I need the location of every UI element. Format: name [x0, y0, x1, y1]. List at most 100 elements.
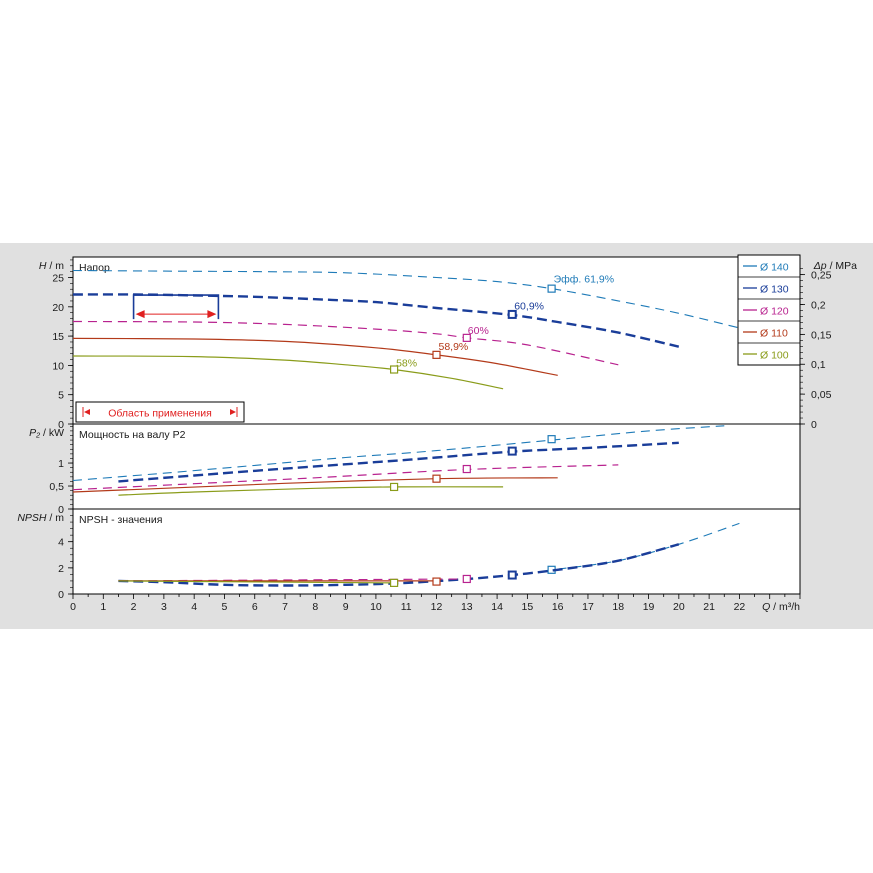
x-axis-label: Q / m³/h: [762, 601, 800, 613]
y-tick-label-head: 15: [52, 331, 64, 343]
bep-marker-head-d140: [547, 284, 556, 293]
y-tick-label-power: 1: [58, 458, 64, 470]
x-tick-label: 14: [491, 601, 503, 613]
bep-marker-head-d130: [507, 309, 517, 319]
bep-marker-power-d140: [547, 435, 556, 444]
legend-label-d110: Ø 110: [760, 328, 788, 340]
x-tick-label: 8: [312, 601, 318, 613]
panel-title-power: Мощность на валу P2: [79, 429, 186, 441]
x-tick-label: 13: [461, 601, 473, 613]
bep-marker-head-d100: [389, 365, 399, 374]
legend-label-d100: Ø 100: [760, 350, 789, 362]
curve-npsh-d140: [557, 522, 740, 570]
x-tick-label: 20: [673, 601, 685, 613]
x-tick-label: 18: [612, 601, 624, 613]
bep-marker-npsh-d110: [432, 577, 441, 586]
bep-marker-power-d130: [507, 446, 517, 456]
x-tick-label: 1: [100, 601, 106, 613]
efficiency-label-d140: Эфф. 61,9%: [554, 274, 614, 286]
pump-curve-panel: 0 1 2 3 4 5 6 7 8 9 10 11 12 13 14 15 16 17 18 19 20 21 22 Q / …: [0, 243, 873, 629]
x-tick-label: 17: [582, 601, 594, 613]
efficiency-label-d110: 58,9%: [439, 341, 469, 353]
y-tick-label-power: 0,5: [49, 481, 64, 493]
curve-npsh-d100: [118, 580, 395, 584]
bep-marker-power-d120: [462, 464, 471, 474]
x-tick-label: 3: [161, 601, 167, 613]
efficiency-label-d100: 58%: [396, 358, 417, 370]
application-range-box-arrow-right: [230, 409, 236, 415]
application-range-box-arrow-left: [84, 409, 90, 415]
application-range-label: Область применения: [108, 408, 212, 420]
x-tick-label: 2: [131, 601, 137, 613]
axes: 0 1 2 3 4 5 6 7 8 9 10 11 12 13 14 15 16 17 18 19 20 21 22 Q / …: [17, 259, 857, 613]
y-tick-label-head: 0: [58, 419, 64, 431]
legend: Ø 140 Ø 130 Ø 120 Ø 110 Ø 100: [737, 254, 801, 366]
legend-label-d140: Ø 140: [760, 262, 789, 274]
pump-performance-chart: 0 1 2 3 4 5 6 7 8 9 10 11 12 13 14 15 16 17 18 19 20 21 22 Q / …: [17, 254, 857, 613]
y-tick-label-power: 0: [58, 504, 64, 516]
y-tick-label-head: 10: [52, 360, 64, 372]
right-tick-label: 0,2: [811, 299, 826, 311]
x-tick-label: 19: [643, 601, 655, 613]
legend-label-d130: Ø 130: [760, 284, 789, 296]
x-tick-label: 4: [191, 601, 197, 613]
bep-marker-npsh-d130: [507, 570, 517, 580]
panel-power: [72, 423, 801, 510]
x-tick-label: 12: [431, 601, 443, 613]
curve-power-d120: [72, 464, 619, 491]
y-axis-label-power: P₂ / kW: [29, 427, 64, 439]
x-tick-label: 21: [703, 601, 715, 613]
y-tick-label-head: 5: [58, 390, 64, 402]
x-tick-label: 9: [343, 601, 349, 613]
curve-npsh-d130: [118, 543, 680, 587]
curve-power-d100: [118, 486, 504, 496]
y-tick-label-head: 25: [52, 273, 64, 285]
application-range: Область применения: [75, 294, 245, 423]
bep-marker-npsh-d100: [389, 578, 399, 587]
y-axis-label-npsh: NPSH / m: [17, 512, 64, 524]
panel-title-head: Напор: [79, 262, 110, 274]
legend-label-d120: Ø 120: [760, 306, 789, 318]
x-tick-label: 11: [401, 601, 412, 613]
application-range-arrow-right: [207, 310, 217, 319]
curve-power-d140: [72, 425, 725, 482]
curve-head-d100: [72, 355, 504, 390]
right-tick-label: 0,15: [811, 329, 832, 341]
x-tick-label: 15: [522, 601, 534, 613]
y-tick-label-head: 20: [52, 302, 64, 314]
bep-marker-power-d100: [389, 482, 399, 492]
y-tick-label-npsh: 4: [58, 537, 64, 549]
curve-head-d130: [72, 293, 680, 348]
curve-head-d140: [72, 269, 770, 335]
application-range-arrow-left: [135, 310, 145, 319]
application-range-bracket: [132, 294, 220, 320]
bep-marker-npsh-d120: [462, 574, 471, 584]
y-axis-label-head: H / m: [39, 260, 64, 272]
application-range-box: [75, 401, 245, 423]
curve-power-d110: [72, 477, 558, 493]
curves: Эфф. 61,9% 60,9% 60% 58,9% 58%: [72, 269, 770, 587]
efficiency-label-d130: 60,9%: [514, 300, 544, 312]
right-tick-label: 0,25: [811, 270, 832, 282]
panel-head: [72, 256, 801, 425]
y-tick-label-npsh: 0: [58, 589, 64, 601]
right-tick-label: 0,1: [811, 359, 826, 371]
right-tick-label: 0: [811, 419, 817, 431]
x-tick-label: 16: [552, 601, 564, 613]
curve-power-d130: [118, 441, 679, 483]
x-tick-label: 0: [70, 601, 76, 613]
x-tick-label: 6: [252, 601, 258, 613]
x-tick-label: 7: [282, 601, 288, 613]
x-tick-label: 10: [370, 601, 382, 613]
panel-title-npsh: NPSH - значения: [79, 514, 162, 526]
bep-marker-head-d110: [432, 350, 441, 359]
curve-head-d120: [72, 320, 619, 366]
x-tick-label: 22: [734, 601, 746, 613]
curve-head-d110: [72, 337, 558, 376]
x-tick-label: 5: [222, 601, 228, 613]
bep-marker-head-d120: [462, 333, 471, 342]
right-axis-label: Δp / MPa: [813, 260, 857, 272]
bep-marker-power-d110: [432, 474, 441, 483]
efficiency-label-d120: 60%: [468, 325, 489, 337]
y-tick-label-npsh: 2: [58, 563, 64, 575]
